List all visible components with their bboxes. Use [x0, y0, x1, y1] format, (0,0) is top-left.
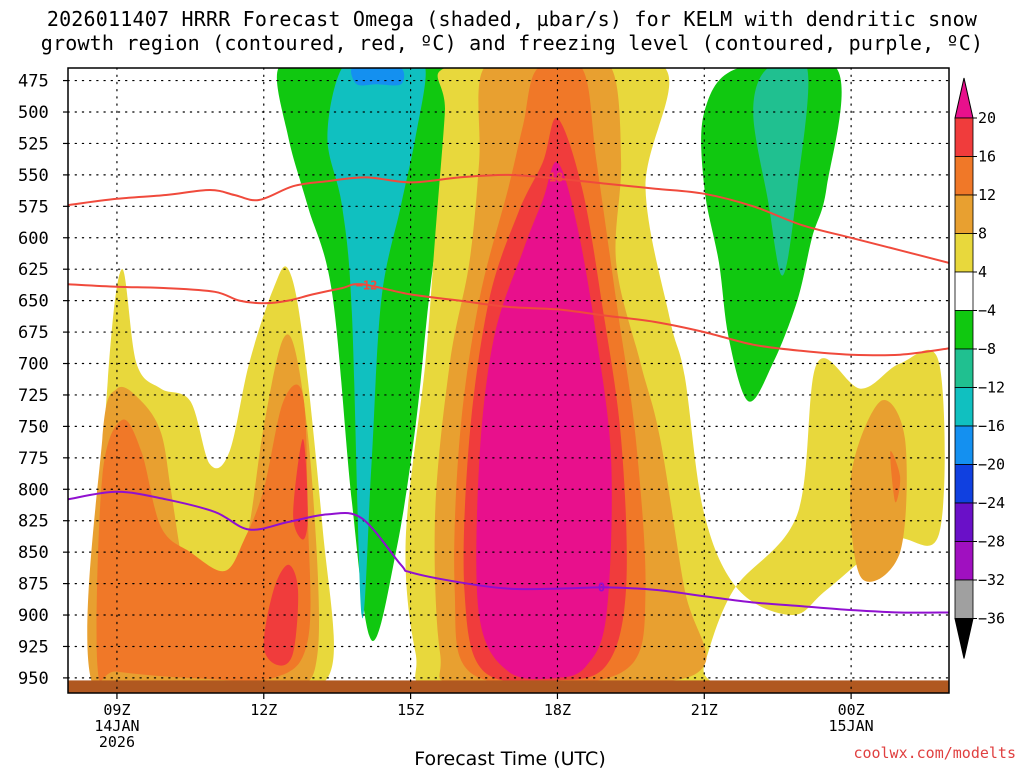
y-tick-label: 850	[18, 543, 49, 563]
gridlines	[67, 67, 950, 694]
y-tick-label: 825	[18, 512, 49, 532]
omega-area-15	[701, 68, 842, 402]
omega-area-4	[293, 439, 308, 540]
colorbar-segment	[954, 541, 974, 581]
x-tick-label: 2026	[99, 733, 135, 751]
omega-area-6	[327, 68, 426, 619]
x-tick-label: 09Z	[103, 701, 130, 719]
colorbar-label: −16	[978, 417, 1005, 435]
y-tick-label: 550	[18, 166, 49, 186]
y-tick-label: 800	[18, 480, 49, 500]
colorbar-label: −36	[978, 610, 1005, 628]
x-tick-label: 21Z	[691, 701, 718, 719]
colorbar-label: −24	[978, 494, 1005, 512]
omega-area-7	[351, 68, 405, 86]
x-tick-label: 15JAN	[829, 717, 874, 735]
colorbar-label: −12	[978, 379, 1005, 397]
colorbar-segment	[954, 271, 974, 311]
colorbar-label: 8	[978, 225, 987, 243]
colorbar-label: −4	[978, 302, 996, 320]
y-axis: 475 500 525 550 575 600 625 650 675 700 725 750 775 8…	[18, 72, 68, 689]
colorbar: 20 16 12 8 4 −4 −8 −12 −16 −20 −24 −28 −32 −36	[954, 77, 1005, 659]
y-tick-label: 775	[18, 449, 49, 469]
colorbar-segment	[954, 425, 974, 465]
colorbar-label: 12	[978, 186, 996, 204]
contour-label: −18	[542, 170, 564, 184]
colorbar-label: −32	[978, 571, 1005, 589]
x-tick-label: 12Z	[250, 701, 277, 719]
x-tick-label: 15Z	[397, 701, 424, 719]
colorbar-label: 4	[978, 263, 987, 281]
contour-label-layer: −18 −12 0	[356, 170, 605, 594]
colorbar-label: −20	[978, 456, 1005, 474]
colorbar-label: 20	[978, 109, 996, 127]
contour-line-minus18	[68, 173, 949, 264]
x-tick-label: 18Z	[544, 701, 571, 719]
contour-label: 0	[598, 580, 605, 594]
y-tick-label: 950	[18, 669, 49, 689]
chart-title-line-1: 2026011407 HRRR Forecast Omega (shaded, …	[46, 7, 978, 31]
y-tick-label: 675	[18, 323, 49, 343]
omega-area-16	[753, 68, 809, 276]
y-tick-label: 650	[18, 292, 49, 312]
colorbar-segment	[954, 233, 974, 273]
y-tick-label: 625	[18, 260, 49, 280]
colorbar-over-triangle	[954, 77, 974, 119]
terrain-strip	[68, 680, 949, 693]
y-tick-label: 525	[18, 134, 49, 154]
x-tick-label: 00Z	[838, 701, 865, 719]
site-credit[interactable]: coolwx.com/modelts	[853, 744, 1016, 762]
x-tick-label: 14JAN	[94, 717, 139, 735]
colorbar-segment	[954, 464, 974, 504]
colorbar-label: 16	[978, 148, 996, 166]
y-tick-label: 600	[18, 229, 49, 249]
contour-layer	[68, 173, 949, 614]
contour-label: −12	[356, 279, 378, 293]
colorbar-under-triangle	[954, 618, 974, 659]
chart-title-line-2: growth region (contoured, red, ºC) and f…	[40, 31, 984, 55]
plot-frame	[67, 67, 950, 694]
y-tick-label: 475	[18, 72, 49, 92]
colorbar-label: −8	[978, 340, 996, 358]
omega-area-11	[850, 400, 907, 582]
y-tick-label: 700	[18, 355, 49, 375]
omega-area-13	[476, 161, 612, 680]
colorbar-segment	[954, 579, 974, 619]
colorbar-segment	[954, 310, 974, 350]
omega-area-3	[263, 564, 299, 666]
contour-line-minus12	[68, 283, 949, 357]
colorbar-segment	[954, 348, 974, 388]
colorbar-segment	[954, 194, 974, 234]
colorbar-segment	[954, 117, 974, 157]
colorbar-label: −28	[978, 533, 1005, 551]
colorbar-segment	[954, 387, 974, 427]
y-tick-label: 500	[18, 103, 49, 123]
y-tick-label: 925	[18, 637, 49, 657]
x-axis-title: Forecast Time (UTC)	[414, 748, 605, 768]
colorbar-segment	[954, 502, 974, 542]
y-tick-label: 900	[18, 606, 49, 626]
y-tick-label: 750	[18, 417, 49, 437]
y-tick-label: 875	[18, 575, 49, 595]
y-tick-label: 725	[18, 386, 49, 406]
colorbar-segment	[954, 156, 974, 196]
contour-line-0	[68, 490, 949, 614]
omega-shading-layer	[68, 68, 949, 693]
omega-area-2	[96, 384, 311, 682]
y-tick-label: 575	[18, 197, 49, 217]
